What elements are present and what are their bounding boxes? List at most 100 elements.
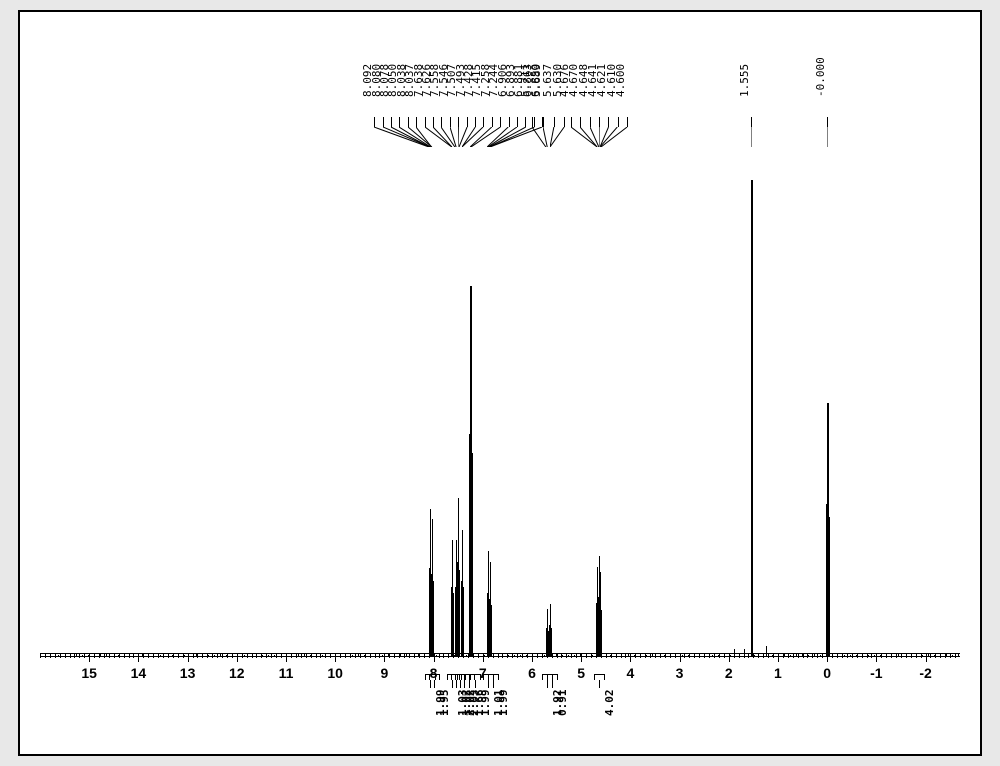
axis-tick-minor	[355, 653, 356, 658]
axis-tick-minor	[448, 653, 449, 658]
axis-tick-minor	[74, 653, 75, 658]
peak-ppm-label: 4.600	[614, 64, 627, 97]
axis-tick-minor	[950, 653, 951, 658]
axis-tick-minor	[930, 653, 931, 658]
axis-tick-minor	[148, 653, 149, 658]
axis-tick-minor	[256, 653, 257, 658]
integral-bracket-side	[464, 674, 465, 680]
axis-tick-minor	[276, 653, 277, 658]
axis-tick-minor	[852, 653, 853, 658]
integral-bracket-side	[557, 674, 558, 680]
axis-tick-major	[630, 653, 631, 662]
axis-tick-minor	[133, 653, 134, 658]
axis-tick-minor	[803, 653, 804, 658]
axis-tick-minor	[394, 653, 395, 658]
spectrum-peak	[457, 562, 458, 657]
spectrum-peak	[455, 587, 456, 657]
axis-tick-minor	[640, 653, 641, 658]
peak-ppm-label: 1.555	[738, 64, 751, 97]
axis-tick-minor	[817, 653, 818, 658]
axis-tick-minor	[360, 653, 361, 658]
axis-tick-minor	[153, 653, 154, 658]
peak-label-leader	[450, 117, 451, 127]
spectrum-peak	[601, 610, 602, 657]
peak-label-leader	[467, 117, 468, 127]
integral-bracket-side	[547, 674, 548, 680]
spectrum-peak	[599, 606, 600, 657]
axis-tick-minor	[547, 653, 548, 658]
peak-label-leader	[534, 117, 535, 127]
axis-tick-minor	[232, 653, 233, 658]
integral-value: 4.02	[603, 690, 616, 717]
axis-tick-minor	[158, 653, 159, 658]
integral-value: 1.99	[479, 690, 492, 717]
axis-tick-minor	[507, 653, 508, 658]
axis-tick-minor	[793, 653, 794, 658]
integral-leader	[456, 680, 457, 688]
integral-bracket-side	[425, 674, 426, 680]
axis-tick-major	[237, 653, 238, 662]
peak-label-leader	[564, 117, 565, 127]
ppm-axis: 1514131211109876543210-1-2	[40, 653, 960, 669]
axis-tick-minor	[832, 653, 833, 658]
integral-bracket	[488, 674, 498, 675]
axis-tick-minor	[443, 653, 444, 658]
integral-leader	[547, 680, 548, 688]
axis-tick-minor	[306, 653, 307, 658]
axis-tick-minor	[886, 653, 887, 658]
integral-leader	[452, 680, 453, 688]
peak-label-leader	[580, 117, 581, 127]
peak-label-leader	[416, 117, 417, 127]
axis-tick-major	[434, 653, 435, 662]
peak-label-leader	[500, 117, 501, 127]
axis-tick-minor	[724, 653, 725, 658]
axis-tick-minor	[350, 653, 351, 658]
axis-tick-minor	[576, 653, 577, 658]
axis-tick-minor	[94, 653, 95, 658]
axis-tick-minor	[616, 653, 617, 658]
axis-tick-minor	[709, 653, 710, 658]
integral-bracket-side	[470, 674, 471, 680]
peak-label-leader	[509, 117, 510, 127]
integral-leader	[434, 680, 435, 688]
axis-tick-minor	[345, 653, 346, 658]
axis-tick-major	[876, 653, 877, 662]
axis-tick-minor	[655, 653, 656, 658]
axis-tick-minor	[798, 653, 799, 658]
axis-tick-minor	[168, 653, 169, 658]
axis-tick-minor	[84, 653, 85, 658]
axis-tick-minor	[857, 653, 858, 658]
axis-tick-minor	[935, 653, 936, 658]
axis-tick-minor	[463, 653, 464, 658]
axis-tick-major	[384, 653, 385, 662]
peak-label-leader	[608, 117, 609, 127]
axis-tick-minor	[675, 653, 676, 658]
axis-tick-minor	[635, 653, 636, 658]
axis-tick-minor	[502, 653, 503, 658]
peak-label-leader	[383, 117, 384, 127]
axis-tick-major	[286, 653, 287, 662]
axis-tick-minor	[89, 653, 90, 658]
axis-tick-minor	[183, 653, 184, 658]
integral-leader	[493, 680, 494, 688]
axis-tick-minor	[261, 653, 262, 658]
axis-tick-minor	[758, 653, 759, 658]
axis-tick-minor	[399, 653, 400, 658]
peak-label-leader	[751, 117, 752, 127]
axis-tick-minor	[660, 653, 661, 658]
axis-tick-minor	[773, 653, 774, 658]
integral-leader	[464, 680, 465, 688]
axis-tick-minor	[670, 653, 671, 658]
spectrum-peak	[828, 517, 830, 657]
integral-value: 0.91	[556, 690, 569, 717]
axis-tick-minor	[537, 653, 538, 658]
axis-tick-minor	[242, 653, 243, 658]
spectrum-peak	[471, 453, 473, 657]
axis-tick-minor	[739, 653, 740, 658]
integral-bracket-side	[498, 674, 499, 680]
integral-leader	[599, 680, 600, 688]
integral-bracket-side	[455, 674, 456, 680]
axis-tick-minor	[665, 653, 666, 658]
axis-tick-major	[581, 653, 582, 662]
axis-tick-minor	[197, 653, 198, 658]
